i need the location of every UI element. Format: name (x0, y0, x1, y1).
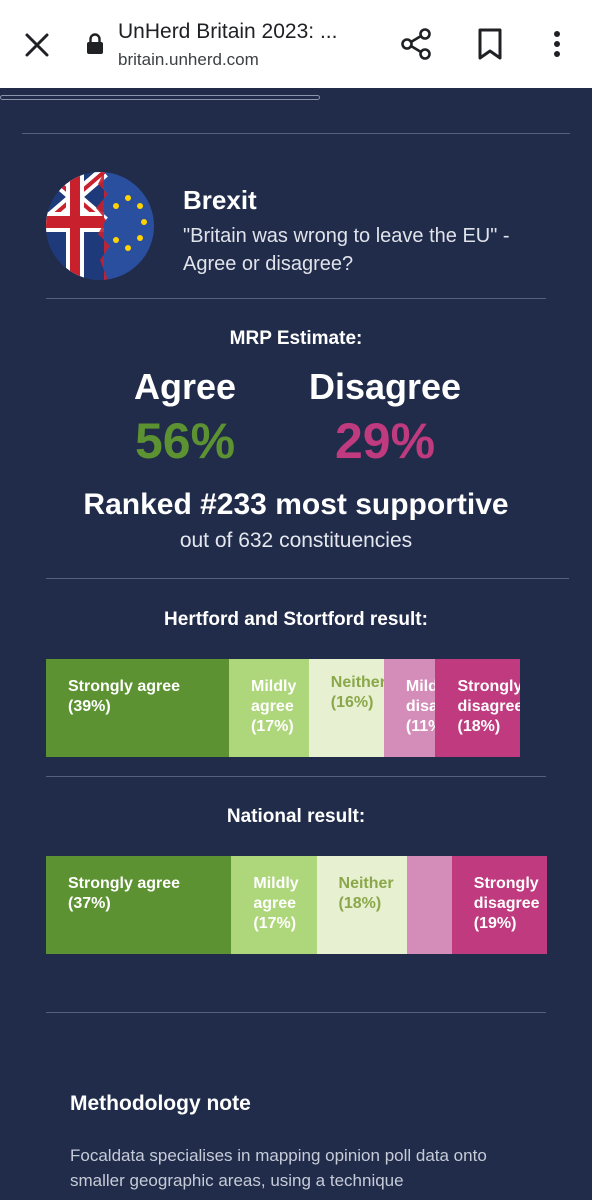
methodology-title: Methodology note (70, 1092, 251, 1115)
methodology-text: Focaldata specialises in mapping opinion… (70, 1146, 487, 1190)
strongly-disagree-segment: Strongly disagree (19%) (451, 856, 547, 954)
segment-label-line: Strongly (473, 875, 539, 892)
segment-label-line: Mildly (253, 875, 299, 892)
segment-label-line: (39%) (68, 698, 111, 715)
divider (22, 133, 570, 134)
browser-toolbar: UnHerd Britain 2023: ... britain.unherd.… (0, 0, 592, 88)
agree-label: Agree (133, 366, 237, 407)
national-result-title: National result: (226, 806, 366, 827)
segment-label-line: agree (253, 895, 297, 912)
page-url[interactable]: britain.unherd.com (118, 50, 259, 69)
topic-title: Brexit (183, 185, 257, 215)
scroll-indicator (0, 95, 320, 100)
page-title[interactable]: UnHerd Britain 2023: ... (118, 20, 338, 43)
segment-label-line: (18%) (338, 895, 382, 912)
topic-question: "Britain was wrong to leave the EU" - Ag… (183, 225, 510, 275)
bookmark-icon[interactable] (474, 26, 506, 62)
segment-label: Mildly disagree (11%) (406, 677, 436, 737)
segment-label: Strongly agree (37%) (68, 874, 180, 914)
segment-label-line: (37%) (68, 895, 111, 912)
segment-label-line: (19%) (473, 915, 517, 932)
union-eu-flag-icon (46, 172, 154, 280)
divider (46, 578, 569, 579)
divider (46, 298, 546, 299)
disagree-value: 29% (334, 413, 436, 469)
mildly-agree-segment: Mildly agree (17%) (229, 659, 309, 757)
share-icon[interactable] (398, 26, 434, 62)
segment-label-line: disagree (473, 895, 540, 912)
agree-value: 56% (134, 413, 236, 469)
out-of-text: out of 632 constituencies (179, 529, 413, 552)
segment-label-line: (17%) (251, 718, 294, 735)
strongly-disagree-segment: Strongly disagree (18%) (435, 659, 520, 757)
segment-label-line: Strongly agree (68, 678, 181, 695)
segment-label: Strongly disagree (18%) (457, 677, 519, 737)
local-result-bar: Strongly agree (39%) Mildly agree (17%) Neith… (46, 659, 520, 757)
disagree-label: Disagree (308, 366, 462, 407)
mrp-estimate-label: MRP Estimate: (229, 328, 363, 349)
segment-label: Strongly agree (39%) (68, 677, 180, 717)
segment-label-line: (17%) (253, 915, 297, 932)
lock-icon (87, 33, 103, 54)
segment-label-line: (11%) (405, 718, 436, 735)
segment-label-line: Mildly (405, 678, 436, 695)
segment-label-line: agree (251, 698, 294, 715)
segment-label: Mildly agree (17%) (251, 677, 296, 737)
segment-label-line: Mildly (251, 678, 297, 695)
segment-label: Neither (18%) (339, 874, 394, 914)
segment-label: Strongly disagree (19%) (474, 874, 540, 934)
segment-label: Neither (16%) (331, 673, 384, 713)
segment-label-line: Neither (330, 674, 384, 691)
segment-label-line: (18%) (457, 718, 501, 735)
segment-label-line: Strongly agree (68, 875, 181, 892)
segment-label-line: Neither (338, 875, 394, 892)
neither-segment: Neither (18%) (316, 856, 407, 954)
national-result-bar: Strongly agree (37%) Mildly agree (17%) Neith… (46, 856, 547, 954)
more-vert-icon[interactable] (546, 26, 568, 62)
segment-label: Mildly agree (17%) (253, 874, 298, 934)
strongly-agree-segment: Strongly agree (39%) (46, 659, 230, 757)
segment-label-line: (16%) (330, 694, 374, 711)
segment-label-line: disagree (457, 698, 520, 715)
ranked-text: Ranked #233 most supportive (83, 488, 509, 521)
mildly-disagree-segment: Mildly disagree (11%) (383, 659, 436, 757)
divider (46, 776, 546, 777)
mildly-disagree-segment (406, 856, 452, 954)
divider (46, 1012, 546, 1013)
neither-segment: Neither (16%) (308, 659, 384, 757)
strongly-agree-segment: Strongly agree (37%) (46, 856, 232, 954)
local-result-title: Hertford and Stortford result: (164, 609, 428, 630)
segment-label-line: disagree (405, 698, 436, 715)
segment-label-line: Strongly (457, 678, 520, 695)
mildly-agree-segment: Mildly agree (17%) (231, 856, 317, 954)
close-icon[interactable] (20, 28, 54, 62)
